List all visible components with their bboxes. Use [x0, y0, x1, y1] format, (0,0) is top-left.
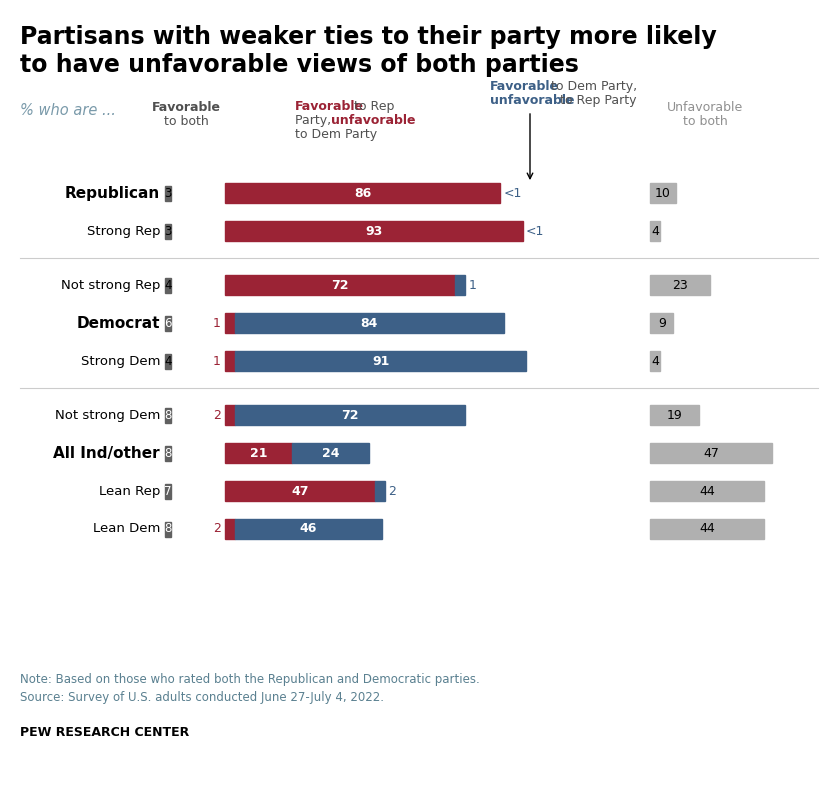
Text: 8: 8 [164, 408, 172, 422]
Text: 7: 7 [164, 485, 172, 497]
Bar [650, 183, 676, 203]
Bar [225, 275, 455, 295]
Bar [225, 481, 375, 501]
Text: 24: 24 [322, 447, 339, 459]
Text: 6: 6 [164, 317, 172, 329]
Text: 4: 4 [164, 355, 172, 367]
Bar [165, 354, 171, 369]
Text: 23: 23 [672, 278, 688, 292]
Text: % who are ...: % who are ... [20, 103, 116, 118]
Text: Note: Based on those who rated both the Republican and Democratic parties.
Sourc: Note: Based on those who rated both the … [20, 673, 479, 704]
Text: 86: 86 [354, 187, 371, 199]
Text: 4: 4 [651, 355, 660, 367]
Text: 1: 1 [213, 317, 221, 329]
Bar [235, 351, 526, 371]
Bar [225, 405, 235, 425]
Text: All Ind/other: All Ind/other [54, 445, 160, 460]
Bar [235, 313, 504, 333]
Text: 21: 21 [250, 447, 267, 459]
Text: 72: 72 [341, 408, 359, 422]
Text: to both: to both [683, 115, 727, 128]
Text: to Rep: to Rep [350, 100, 395, 113]
Text: Republican: Republican [65, 185, 160, 200]
Bar [375, 481, 385, 501]
Text: 8: 8 [164, 447, 172, 459]
Bar [455, 275, 465, 295]
Text: <1: <1 [525, 225, 544, 237]
Text: 4: 4 [164, 278, 172, 292]
Text: PEW RESEARCH CENTER: PEW RESEARCH CENTER [20, 726, 189, 739]
Text: 44: 44 [700, 485, 715, 497]
Bar [650, 519, 764, 539]
Bar [165, 407, 171, 422]
Text: 1: 1 [213, 355, 221, 367]
Text: 19: 19 [667, 408, 683, 422]
Text: 47: 47 [703, 447, 719, 459]
Text: Not strong Rep: Not strong Rep [60, 278, 160, 292]
Text: 9: 9 [658, 317, 665, 329]
Text: Partisans with weaker ties to their party more likely
to have unfavorable views : Partisans with weaker ties to their part… [20, 25, 716, 76]
Text: 2: 2 [213, 408, 221, 422]
Text: Favorable: Favorable [490, 80, 559, 93]
Text: Strong Rep: Strong Rep [86, 225, 160, 237]
Text: Lean Dem: Lean Dem [93, 522, 160, 536]
Bar [165, 315, 171, 330]
Text: <1: <1 [503, 187, 521, 199]
Bar [165, 185, 171, 200]
Text: unfavorable: unfavorable [331, 114, 416, 127]
Bar [650, 221, 660, 241]
Text: 3: 3 [164, 225, 172, 237]
Text: Not strong Dem: Not strong Dem [54, 408, 160, 422]
Bar [650, 313, 674, 333]
Bar [225, 221, 523, 241]
Bar [292, 443, 369, 463]
Bar [225, 183, 500, 203]
Bar [165, 277, 171, 292]
Text: to Dem Party,: to Dem Party, [547, 80, 637, 93]
Bar [650, 275, 710, 295]
Text: 91: 91 [372, 355, 390, 367]
Text: 10: 10 [655, 187, 671, 199]
Text: 1: 1 [468, 278, 476, 292]
Text: Lean Rep: Lean Rep [99, 485, 160, 497]
Bar [165, 445, 171, 460]
Text: Unfavorable: Unfavorable [667, 101, 743, 114]
Text: Favorable: Favorable [152, 101, 220, 114]
Text: 93: 93 [365, 225, 382, 237]
Bar [225, 313, 235, 333]
Text: Party,: Party, [295, 114, 335, 127]
Text: 84: 84 [360, 317, 378, 329]
Bar [650, 481, 764, 501]
Text: to both: to both [163, 115, 209, 128]
Bar [650, 351, 660, 371]
Text: 8: 8 [164, 522, 172, 536]
Bar [235, 519, 382, 539]
Bar [225, 519, 235, 539]
Text: 4: 4 [651, 225, 660, 237]
Bar [225, 443, 292, 463]
Bar [650, 443, 772, 463]
Text: 44: 44 [700, 522, 715, 536]
Text: Favorable: Favorable [295, 100, 364, 113]
Bar [165, 224, 171, 239]
Bar [650, 405, 700, 425]
Text: to Dem Party: to Dem Party [295, 128, 377, 141]
Bar [235, 405, 465, 425]
Text: 72: 72 [332, 278, 349, 292]
Text: to Rep Party: to Rep Party [556, 94, 637, 107]
Bar [165, 522, 171, 537]
Text: 46: 46 [300, 522, 318, 536]
Bar [225, 351, 235, 371]
Bar [165, 484, 171, 499]
Text: 47: 47 [292, 485, 309, 497]
Text: 2: 2 [388, 485, 396, 497]
Text: 3: 3 [164, 187, 172, 199]
Text: Strong Dem: Strong Dem [80, 355, 160, 367]
Text: Democrat: Democrat [76, 315, 160, 330]
Text: 2: 2 [213, 522, 221, 536]
Text: unfavorable: unfavorable [490, 94, 575, 107]
